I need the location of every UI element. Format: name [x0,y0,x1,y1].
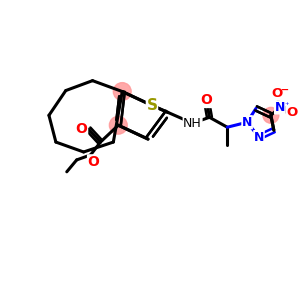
Text: N: N [242,116,252,129]
Text: O: O [286,106,297,119]
Text: ⁺: ⁺ [284,101,289,110]
Text: O: O [88,155,100,169]
Text: N: N [274,101,285,114]
Text: NH: NH [183,117,202,130]
Text: O: O [76,122,88,136]
Text: S: S [146,98,158,113]
Text: O: O [200,94,212,107]
Circle shape [113,82,131,100]
Text: N: N [254,130,264,144]
Circle shape [263,107,279,123]
Circle shape [110,116,127,134]
Text: −: − [281,85,289,94]
Text: O: O [271,87,282,100]
